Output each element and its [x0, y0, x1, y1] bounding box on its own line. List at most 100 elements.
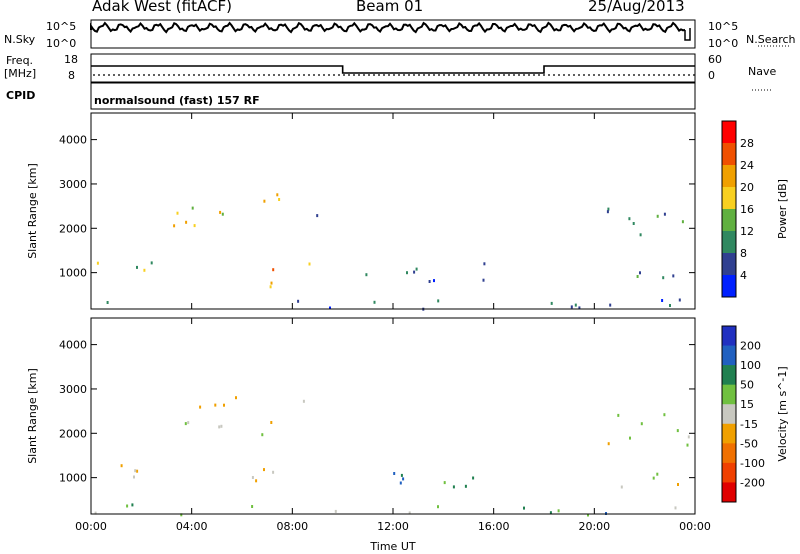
- velocity-echo-cell: [677, 483, 679, 486]
- power-echo-cell: [316, 214, 319, 218]
- power-echo-cell: [373, 300, 376, 304]
- velocity-echo-cell: [402, 477, 405, 481]
- power-colorbar-tick-label: 16: [740, 203, 754, 216]
- power-echo-cell: [276, 193, 279, 197]
- velocity-colorbar-frame: [721, 325, 737, 503]
- power-echo-cell: [550, 301, 553, 305]
- power-echo-patch: [365, 262, 486, 283]
- power-colorbar-tick-label: 28: [740, 137, 754, 150]
- freq-tick-bottom: 8: [68, 69, 75, 82]
- power-colorbar-tick-label: 4: [740, 269, 747, 282]
- velocity-echo-cell: [620, 485, 623, 489]
- power-echo-cell: [681, 220, 684, 224]
- freq-trace: [91, 65, 695, 74]
- velocity-echo-cell: [134, 469, 137, 473]
- velocity-echo-cell: [180, 513, 183, 517]
- velocity-colorbar-swatch: [722, 443, 736, 464]
- power-echo-cell: [639, 233, 642, 237]
- power-echo-cell: [272, 268, 275, 272]
- power-colorbar-tick-label: 12: [740, 225, 754, 238]
- velocity-echo-patch: [620, 472, 679, 489]
- velocity-echo-cell: [652, 476, 655, 480]
- power-echo-cell: [656, 214, 659, 218]
- power-echo-cell: [482, 278, 485, 282]
- nsky-label: N.Sky: [4, 33, 36, 46]
- power-echo-cell: [329, 306, 331, 310]
- power-echo-patch: [96, 261, 153, 272]
- power-colorbar-swatch: [722, 231, 736, 254]
- velocity-colorbar-swatch: [722, 462, 736, 483]
- nsearch-label: N.Search: [746, 33, 796, 46]
- power-colorbar-swatch: [722, 121, 736, 144]
- power-y-tick-label: 2000: [59, 222, 87, 235]
- power-echo-cell: [663, 212, 666, 216]
- power-colorbar-label: Power [dB]: [776, 179, 789, 239]
- velocity-echo-cell: [452, 485, 455, 489]
- power-echo-patch: [316, 214, 319, 218]
- power-echo-patch: [269, 262, 311, 289]
- velocity-echo-patch: [251, 468, 275, 483]
- power-echo-cell: [483, 262, 486, 266]
- date-title: 25/Aug/2013: [588, 0, 685, 15]
- power-y-axis-label: Slant Range [km]: [26, 163, 39, 259]
- power-echo-cell: [415, 267, 418, 271]
- power-echo-cell: [143, 268, 146, 272]
- power-echo-patches: [96, 193, 684, 311]
- power-echo-cell: [428, 280, 431, 283]
- velocity-echo-cell: [199, 405, 202, 409]
- velocity-y-axis-label: Slant Range [km]: [26, 368, 39, 464]
- nsearch-tick-top: 10^5: [708, 20, 739, 33]
- power-echo-cell: [606, 210, 609, 214]
- beam-title: Beam 01: [356, 0, 424, 15]
- velocity-echo-cell: [400, 473, 403, 477]
- nsearch-tick-bottom: 10^0: [708, 37, 739, 50]
- power-echo-cell: [413, 270, 416, 274]
- velocity-echo-patch: [184, 396, 273, 437]
- velocity-plot-frame: [90, 317, 696, 515]
- power-echo-cell: [406, 271, 408, 275]
- power-colorbar-tick-label: 8: [740, 247, 747, 260]
- power-echo-cell: [672, 274, 675, 278]
- power-colorbar-swatch: [722, 143, 736, 166]
- velocity-echo-cell: [617, 413, 620, 417]
- velocity-echo-cell: [393, 472, 396, 475]
- velocity-echo-cell: [251, 476, 254, 479]
- power-colorbar-swatch: [722, 275, 736, 298]
- power-echo-cell: [106, 301, 109, 304]
- power-echo-cell: [570, 305, 573, 309]
- velocity-echo-patch: [94, 503, 677, 517]
- velocity-echo-cell: [272, 470, 275, 474]
- velocity-colorbar-tick-label: -100: [740, 457, 765, 470]
- power-echo-cell: [221, 212, 224, 216]
- velocity-colorbar-swatch: [722, 404, 736, 425]
- power-echo-cell: [636, 275, 639, 278]
- power-echo-cell: [191, 206, 194, 210]
- velocity-echo-patches: [94, 396, 690, 517]
- power-echo-cell: [632, 222, 635, 225]
- power-echo-cell: [263, 199, 266, 203]
- velocity-echo-patch: [393, 472, 475, 489]
- velocity-echo-cell: [184, 422, 187, 426]
- velocity-echo-cell: [131, 503, 134, 507]
- power-echo-cell: [269, 285, 272, 289]
- freq-tick-top: 18: [64, 53, 78, 66]
- velocity-echo-cell: [261, 433, 264, 437]
- freq-panel-frame: [90, 53, 696, 83]
- power-echo-cell: [136, 265, 138, 269]
- x-tick-label: 00:00: [75, 520, 107, 533]
- power-echo-patch: [606, 207, 684, 237]
- velocity-echo-patch: [607, 413, 690, 447]
- velocity-echo-cell: [223, 403, 225, 407]
- power-echo-cell: [607, 207, 610, 211]
- velocity-echo-cell: [136, 469, 139, 473]
- power-echo-cell: [578, 306, 581, 310]
- power-colorbar-tick-label: 20: [740, 181, 754, 194]
- velocity-colorbar-swatch: [722, 326, 736, 347]
- power-plot-frame: [90, 112, 696, 310]
- velocity-echo-cell: [686, 443, 689, 447]
- nave-tick-top: 60: [708, 53, 722, 66]
- velocity-echo-cell: [399, 481, 402, 485]
- velocity-echo-cell: [334, 509, 337, 513]
- velocity-echo-cell: [120, 464, 123, 468]
- power-echo-cell: [150, 261, 153, 265]
